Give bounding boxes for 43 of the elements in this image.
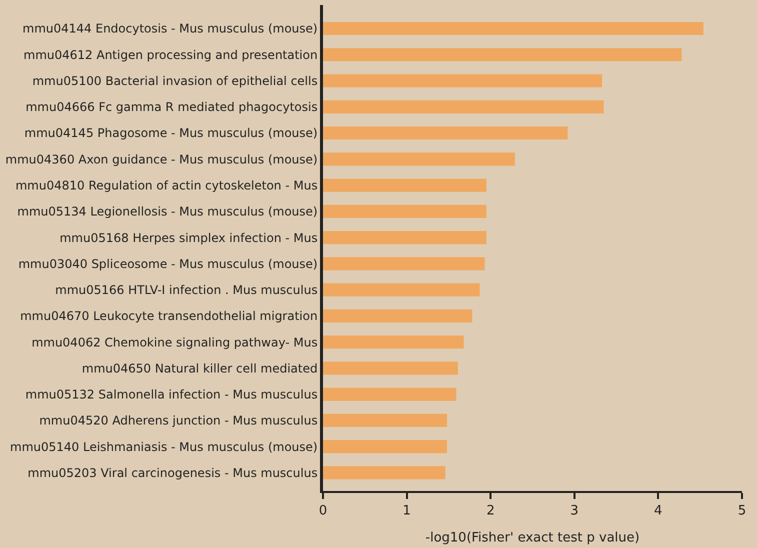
x-axis-title: -log10(Fisher' exact test p value)	[425, 530, 640, 546]
x-tick-label: 1	[402, 504, 411, 519]
bar	[323, 440, 448, 454]
y-tick-label: mmu04810 Regulation of actin cytoskeleton - Mus	[15, 178, 318, 192]
y-tick-label: mmu04612 Antigen processing and presentation	[24, 48, 318, 62]
bar	[323, 388, 456, 401]
y-tick-label: mmu04360 Axon guidance - Mus musculus (mouse)	[5, 152, 318, 166]
x-tick-label: 4	[654, 504, 662, 519]
bar	[323, 257, 485, 270]
bar	[323, 126, 568, 140]
y-tick-label: mmu04145 Phagosome - Mus musculus (mouse)	[24, 126, 318, 140]
bar	[323, 204, 486, 218]
bar	[323, 336, 464, 349]
x-tick-label: 3	[570, 504, 579, 519]
y-tick-label: mmu05132 Salmonella infection - Mus musculus	[25, 388, 318, 402]
y-tick-label: mmu05134 Legionellosis - Mus musculus (mouse)	[17, 204, 318, 219]
y-tick-label: mmu04062 Chemokine signaling pathway- Mus	[32, 335, 318, 350]
y-tick-label: mmu05166 HTLV-I infection . Mus musculus	[55, 283, 318, 298]
x-tick-label: 2	[486, 504, 495, 519]
y-tick-label: mmu05203 Viral carcinogenesis - Mus musculus	[28, 466, 318, 480]
bar	[323, 100, 604, 114]
bar	[323, 231, 486, 244]
bar	[323, 283, 480, 296]
y-tick-label: mmu05140 Leishmaniasis - Mus musculus (mouse)	[10, 440, 318, 454]
y-tick-label: mmu04520 Adherens junction - Mus musculus	[39, 414, 318, 428]
bar	[323, 48, 682, 62]
y-tick-label: mmu04650 Natural killer cell mediated	[82, 361, 318, 376]
x-tick-label: 0	[318, 504, 328, 519]
bar	[323, 414, 448, 427]
bar	[323, 466, 446, 480]
bar	[323, 178, 486, 192]
bar	[323, 22, 704, 36]
bar	[323, 309, 472, 322]
x-tick-label: 5	[738, 504, 746, 519]
y-tick-label: mmu04670 Leukocyte transendothelial migration	[20, 309, 318, 324]
y-tick-label: mmu05100 Bacterial invasion of epithelial cells	[32, 74, 318, 88]
y-tick-label: mmu05168 Herpes simplex infection - Mus	[60, 230, 318, 245]
y-tick-label: mmu04144 Endocytosis - Mus musculus (mouse)	[22, 22, 318, 36]
y-tick-label: mmu03040 Spliceosome - Mus musculus (mouse)	[18, 256, 318, 271]
y-tick-label: mmu04666 Fc gamma R mediated phagocytosis	[26, 100, 318, 114]
bar	[323, 152, 515, 166]
bar	[323, 362, 458, 375]
bar	[323, 74, 602, 88]
